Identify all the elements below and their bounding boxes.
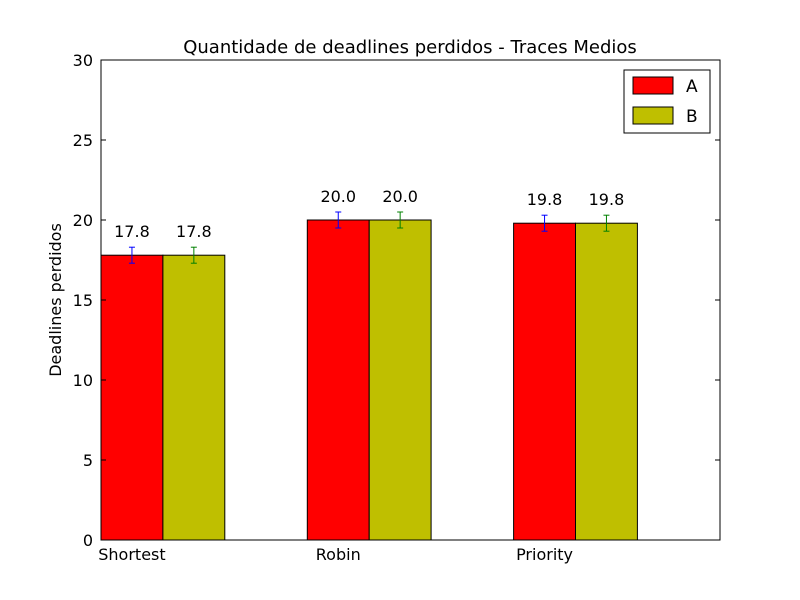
y-tick-label-30: 30	[73, 51, 93, 70]
value-label-a-priority: 19.8	[527, 190, 563, 209]
legend-swatch-a	[632, 76, 674, 95]
bar-b-robin	[368, 219, 432, 541]
bar-a-shortest	[100, 254, 164, 541]
legend-label-b: B	[686, 107, 698, 127]
bar-a-robin	[306, 219, 370, 541]
plot-area: 17.8 17.8 Shortest 20.0 20.0 Robin 19.8 19.8 Pri…	[73, 51, 720, 564]
value-label-a-shortest: 17.8	[114, 222, 150, 241]
x-tick-label-robin: Robin	[316, 545, 361, 564]
bar-b-shortest	[162, 254, 226, 541]
y-axis-label: Deadlines perdidos	[46, 223, 65, 377]
y-tick-label-10: 10	[73, 371, 93, 390]
bar-b-priority	[575, 222, 638, 541]
legend-label-a: A	[686, 77, 698, 97]
chart-title: Quantidade de deadlines perdidos - Trace…	[183, 37, 637, 58]
value-label-a-robin: 20.0	[320, 187, 356, 206]
y-tick-label-25: 25	[73, 131, 93, 150]
x-tick-label-priority: Priority	[516, 545, 573, 564]
y-tick-label-20: 20	[73, 211, 93, 230]
y-tick-label-0: 0	[83, 531, 93, 550]
legend-swatch-b	[632, 106, 674, 125]
x-tick-label-shortest: Shortest	[98, 545, 165, 564]
y-tick-label-5: 5	[83, 451, 93, 470]
bar-a-priority	[513, 222, 576, 541]
value-label-b-robin: 20.0	[382, 187, 418, 206]
value-label-b-priority: 19.8	[589, 190, 625, 209]
value-label-b-shortest: 17.8	[176, 222, 212, 241]
plot-frame	[100, 59, 721, 541]
y-tick-label-15: 15	[73, 291, 93, 310]
legend: A B	[623, 69, 711, 134]
